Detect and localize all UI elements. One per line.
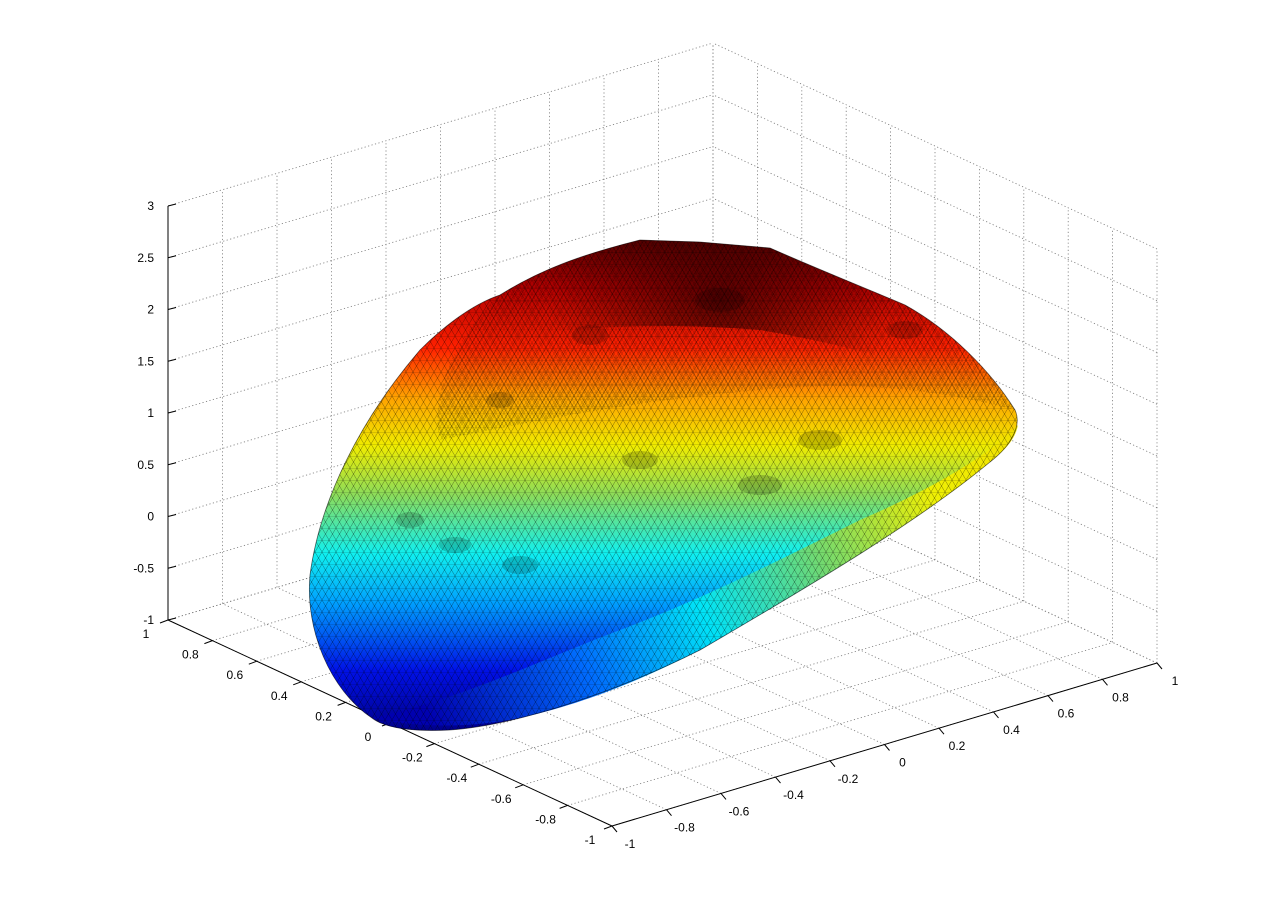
x-tick (939, 728, 944, 734)
y-tick (515, 785, 523, 788)
z-tick-label: 0.5 (137, 458, 154, 472)
z-tick (168, 411, 176, 413)
y-tick-label: -0.8 (535, 812, 556, 826)
y-tick-label: 0.8 (182, 648, 199, 662)
x-tick (776, 777, 781, 783)
y-tick (160, 620, 168, 623)
x-tick-label: 0.6 (1058, 707, 1075, 721)
x-tick (994, 712, 999, 718)
z-tick (168, 463, 176, 465)
x-tick (885, 745, 890, 751)
x-tick (721, 793, 726, 799)
y-tick (426, 744, 434, 747)
x-tick (667, 810, 672, 816)
y-tick-label: 0.2 (315, 709, 332, 723)
y-tick-label: 0 (365, 730, 372, 744)
y-tick-label: -0.6 (491, 792, 512, 806)
y-tick-label: -0.4 (446, 771, 467, 785)
y-tick-label: 0.6 (226, 668, 243, 682)
x-tick (612, 826, 617, 832)
y-tick (560, 805, 568, 808)
z-tick (168, 618, 176, 620)
z-tick-label: 1 (147, 406, 154, 420)
z-tick-label: 2.5 (137, 251, 154, 265)
z-tick-label: 3 (147, 199, 154, 213)
surface-mesh (309, 240, 1018, 731)
z-tick (168, 515, 176, 517)
y-tick-label: -0.2 (402, 751, 423, 765)
x-tick-label: -0.6 (729, 804, 750, 818)
side-wall-grid-z (713, 43, 1157, 249)
z-tick-label: -1 (143, 613, 154, 627)
x-tick-label: 0.4 (1003, 723, 1020, 737)
y-tick (204, 641, 212, 644)
y-tick (293, 682, 301, 685)
y-tick-label: 0.4 (271, 689, 288, 703)
x-tick-label: 0 (899, 756, 906, 770)
x-tick-label: 1 (1172, 674, 1179, 688)
x-tick (1157, 663, 1162, 669)
y-tick (338, 702, 346, 705)
x-tick (830, 761, 835, 767)
z-tick (168, 566, 176, 568)
z-tick-label: 0 (147, 510, 154, 524)
x-tick-label: 0.8 (1112, 690, 1129, 704)
y-tick (604, 826, 612, 829)
back-wall-grid-z (168, 95, 713, 258)
z-tick (168, 204, 176, 206)
y-tick-label: 1 (143, 627, 150, 641)
x-tick-label: -0.8 (674, 821, 695, 835)
x-tick (1048, 696, 1053, 702)
z-tick (168, 359, 176, 361)
x-tick-label: -0.2 (838, 772, 859, 786)
z-tick-label: 2 (147, 303, 154, 317)
x-tick (1103, 679, 1108, 685)
z-tick-label: -0.5 (133, 561, 154, 575)
z-tick-label: 1.5 (137, 354, 154, 368)
z-tick (168, 308, 176, 310)
y-tick (471, 764, 479, 767)
x-tick-label: -0.4 (783, 788, 804, 802)
x-tick-label: -1 (625, 837, 636, 851)
z-tick (168, 256, 176, 258)
y-tick-label: -1 (585, 833, 596, 847)
y-tick (249, 661, 257, 664)
x-tick-label: 0.2 (949, 739, 966, 753)
